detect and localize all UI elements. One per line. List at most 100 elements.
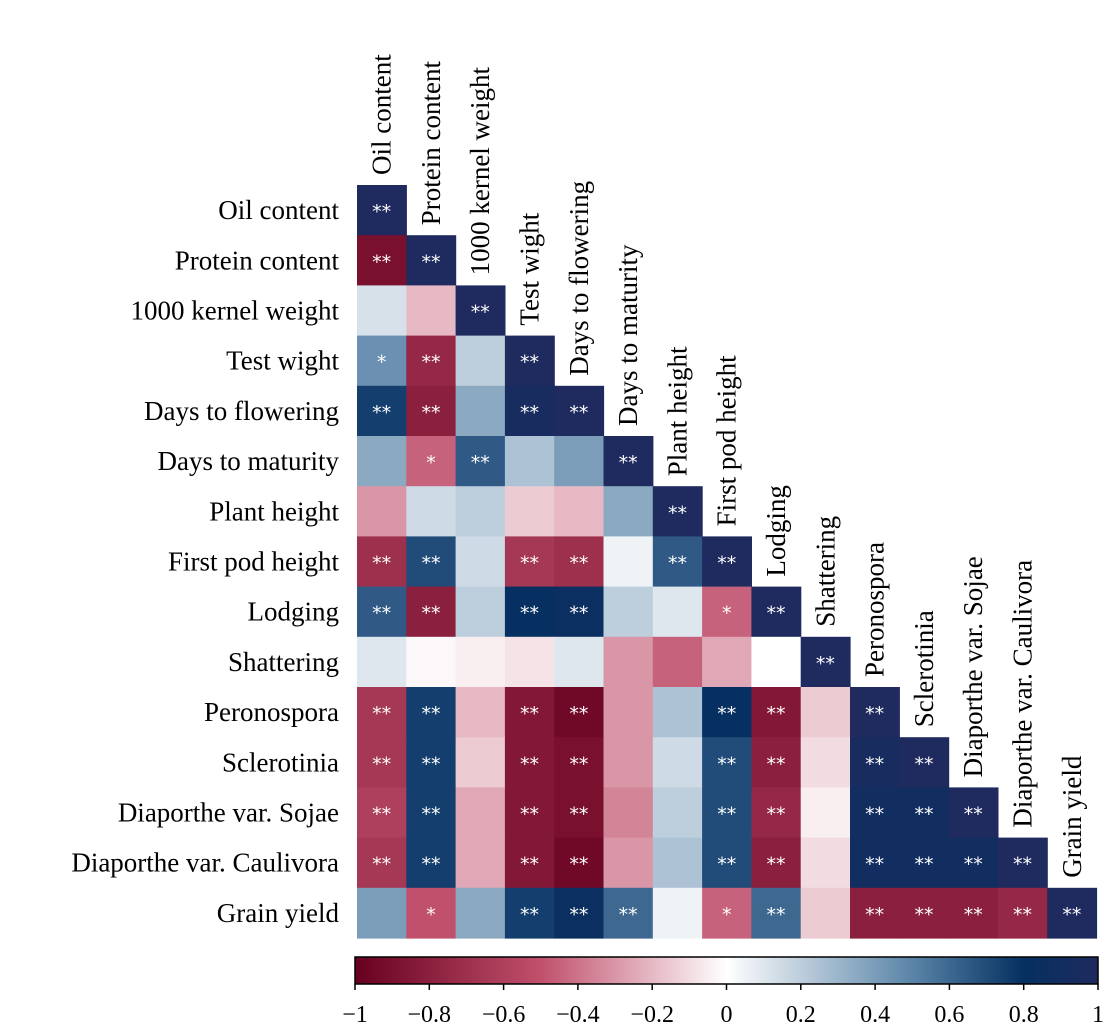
significance-label: ** — [964, 854, 983, 876]
significance-label: ** — [569, 603, 588, 625]
heatmap-cell — [357, 385, 407, 437]
row-label: First pod height — [168, 547, 340, 577]
column-label: 1000 kernel weight — [465, 66, 495, 275]
colorbar: −1 −0.8 −0.6 −0.4 −0.2 0 0.2 0.4 0.6 0.8 1 — [342, 956, 1104, 1028]
significance-label: ** — [668, 553, 687, 575]
heatmap-cell — [406, 536, 457, 588]
significance-label: ** — [372, 402, 391, 424]
significance-label: ** — [569, 854, 588, 876]
heatmap-cell — [504, 787, 555, 839]
colorbar-tick-label: −0.4 — [556, 1002, 600, 1028]
significance-label: ** — [717, 553, 736, 575]
significance-label: ** — [964, 904, 983, 926]
significance-label: ** — [372, 603, 391, 625]
heatmap-cell — [702, 687, 752, 738]
heatmap-cell — [948, 837, 999, 889]
heatmap-cell — [603, 486, 654, 537]
heatmap-cell — [603, 887, 654, 939]
column-label: Protein content — [416, 60, 446, 225]
heatmap-cell — [948, 787, 999, 839]
significance-label: ** — [1062, 904, 1081, 926]
heatmap-cell — [850, 887, 900, 939]
significance-label: ** — [372, 854, 391, 876]
significance-label: ** — [767, 904, 786, 926]
column-label: Days to maturity — [613, 244, 643, 426]
heatmap-cell — [357, 687, 407, 738]
heatmap-cell — [800, 787, 851, 839]
significance-label: * — [722, 603, 732, 625]
heatmap-cell — [406, 385, 457, 437]
significance-label: ** — [914, 904, 933, 926]
heatmap-cell — [800, 887, 851, 939]
significance-label: ** — [1013, 854, 1032, 876]
heatmap-cell — [455, 887, 506, 939]
significance-label: ** — [767, 854, 786, 876]
significance-label: ** — [816, 653, 835, 675]
colorbar-tick-label: 1 — [1092, 1002, 1104, 1028]
heatmap-cell — [702, 837, 752, 889]
row-label: Protein content — [175, 245, 340, 275]
heatmap-cell — [751, 837, 802, 889]
heatmap-cell — [1047, 887, 1098, 939]
heatmap-cell — [702, 887, 752, 939]
heatmap-cell — [899, 737, 950, 788]
heatmap-cell — [455, 285, 506, 337]
heatmap-cell — [751, 687, 802, 738]
significance-label: ** — [914, 804, 933, 826]
colorbar-tick-label: 0 — [721, 1002, 733, 1028]
colorbar-tick-label: −1 — [342, 1002, 368, 1028]
heatmap-cell — [751, 787, 802, 839]
heatmap-cell — [504, 536, 555, 588]
significance-label: ** — [668, 502, 687, 524]
heatmap-cell — [899, 887, 950, 939]
row-label: Sclerotinia — [222, 747, 339, 777]
heatmap-cell — [406, 586, 457, 638]
heatmap-cell — [702, 586, 752, 638]
heatmap-cell — [850, 787, 900, 839]
heatmap-cell — [652, 536, 703, 588]
heatmap-cells: **** ***** ** **** ** ** *** ** ****** ** ** ** ** **… — [357, 185, 1098, 939]
heatmap-cell — [850, 737, 900, 788]
significance-label: ** — [865, 753, 884, 775]
heatmap-cell — [406, 285, 457, 337]
heatmap-cell — [603, 687, 654, 738]
colorbar-tick-label: 0.4 — [860, 1002, 890, 1028]
heatmap-cell — [652, 787, 703, 839]
heatmap-cell — [504, 687, 555, 738]
row-label: 1000 kernel weight — [131, 296, 340, 326]
row-label: Shattering — [228, 647, 339, 677]
significance-label: ** — [865, 904, 884, 926]
colorbar-tick-label: −0.2 — [630, 1002, 674, 1028]
heatmap-cell — [357, 185, 407, 236]
significance-label: ** — [421, 352, 440, 374]
heatmap-cell — [455, 536, 506, 588]
heatmap-cell — [554, 887, 605, 939]
heatmap-cell — [357, 235, 407, 286]
heatmap-cell — [603, 737, 654, 788]
significance-label: ** — [964, 804, 983, 826]
row-label: Diaporthe var. Caulivora — [71, 848, 339, 878]
heatmap-cell — [603, 787, 654, 839]
heatmap-cell — [406, 636, 457, 688]
significance-label: ** — [421, 854, 440, 876]
heatmap-cell — [948, 887, 999, 939]
heatmap-cell — [554, 837, 605, 889]
significance-label: ** — [520, 603, 539, 625]
significance-label: ** — [865, 854, 884, 876]
column-label: Lodging — [761, 485, 791, 577]
heatmap-cell — [406, 837, 457, 889]
column-labels: Oil content Protein content 1000 kernel we… — [367, 54, 1087, 878]
heatmap-cell — [899, 787, 950, 839]
significance-label: ** — [1013, 904, 1032, 926]
heatmap-cell — [554, 636, 605, 688]
row-label: Plant height — [209, 496, 339, 526]
colorbar-tick-label: −0.6 — [482, 1002, 526, 1028]
column-label: Days to flowering — [564, 181, 594, 376]
heatmap-cell — [603, 536, 654, 588]
significance-label: ** — [471, 452, 490, 474]
heatmap-cell — [455, 837, 506, 889]
column-label: First pod height — [712, 355, 742, 527]
significance-label: ** — [569, 753, 588, 775]
row-label: Grain yield — [217, 898, 340, 928]
heatmap-cell — [504, 636, 555, 688]
